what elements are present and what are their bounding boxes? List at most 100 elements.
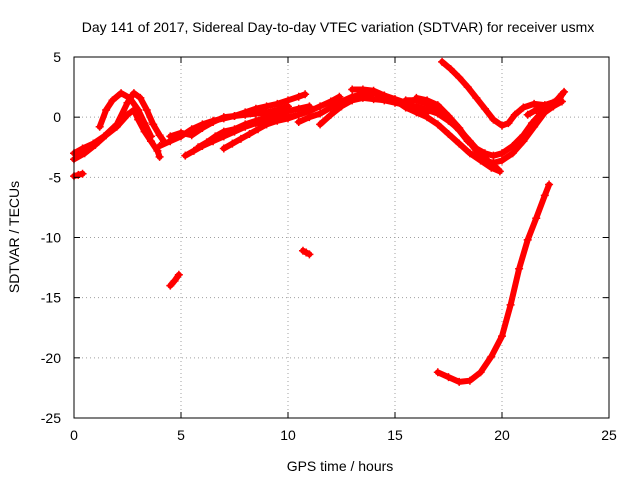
data-point (228, 139, 237, 148)
data-point (170, 276, 179, 285)
x-tick-label-15: 15 (387, 427, 403, 443)
data-point (358, 93, 367, 102)
data-point (149, 120, 158, 129)
data-point (380, 91, 389, 100)
data-point (444, 111, 453, 120)
data-point (348, 96, 357, 105)
data-point (305, 250, 314, 259)
data-point (155, 142, 164, 151)
data-point (78, 144, 87, 153)
y-tick-label-minus-20: -20 (41, 350, 61, 366)
data-point (230, 111, 239, 120)
data-point (273, 109, 282, 118)
data-point (504, 119, 513, 128)
data-point (506, 300, 515, 309)
data-point (536, 109, 545, 118)
data-point (209, 117, 218, 126)
data-point (134, 105, 143, 114)
data-point (202, 138, 211, 147)
x-axis-label: GPS time / hours (287, 458, 394, 474)
data-point (326, 103, 335, 112)
data-point (198, 142, 207, 151)
data-point (498, 121, 506, 130)
trace-arc-14 (413, 94, 565, 166)
data-point (487, 352, 496, 361)
data-point (480, 104, 489, 113)
data-point (555, 93, 564, 102)
data-point (102, 105, 111, 114)
data-point (423, 96, 432, 105)
data-point (142, 105, 151, 114)
data-point (166, 132, 175, 141)
trace-arc-03 (96, 90, 154, 140)
data-point (155, 152, 164, 161)
data-point (508, 142, 517, 151)
data-point (284, 107, 292, 116)
data-point (532, 214, 541, 223)
x-tick-label-0: 0 (70, 427, 78, 443)
data-point (134, 115, 143, 124)
data-point (136, 93, 145, 102)
x-tick-label-20: 20 (494, 427, 510, 443)
data-point (254, 125, 263, 134)
data-point (455, 377, 464, 386)
data-point (251, 104, 260, 113)
data-point (273, 116, 282, 125)
data-point (463, 83, 472, 92)
data-point (80, 149, 89, 158)
data-point (129, 89, 138, 98)
data-point (498, 156, 506, 165)
y-tick-label-minus-15: -15 (41, 290, 61, 306)
data-point (358, 85, 367, 94)
data-point (423, 113, 432, 122)
data-point (433, 101, 442, 110)
data-point (540, 191, 549, 200)
data-point (294, 110, 303, 119)
data-point (241, 108, 250, 117)
data-point (455, 73, 464, 82)
data-point (305, 113, 314, 122)
data-point (540, 103, 549, 112)
data-point (463, 136, 472, 145)
data-point (401, 103, 410, 112)
data-point (125, 93, 134, 102)
data-point (530, 99, 539, 108)
data-point (412, 108, 421, 117)
data-point (446, 65, 455, 74)
data-point (433, 368, 442, 377)
data-point (433, 120, 442, 129)
data-point (498, 332, 506, 341)
data-point (455, 123, 464, 132)
data-point (472, 146, 481, 155)
data-point (177, 128, 185, 137)
chart-title: Day 141 of 2017, Sidereal Day-to-day VTE… (82, 19, 595, 35)
data-point (472, 93, 481, 102)
x-tick-label-10: 10 (280, 427, 296, 443)
data-point (391, 96, 399, 105)
data-point (549, 98, 558, 107)
data-point (219, 144, 228, 153)
data-point (523, 110, 532, 119)
data-point (78, 169, 87, 178)
data-point (489, 115, 498, 124)
data-point (480, 156, 489, 165)
data-point (337, 102, 346, 111)
data-point (301, 90, 310, 99)
y-tick-label-0: 0 (53, 109, 61, 125)
y-tick-label-minus-10: -10 (41, 230, 61, 246)
data-point (519, 137, 528, 146)
x-axis: 0 5 10 15 20 25 (70, 57, 617, 443)
data-point (369, 95, 378, 104)
data-point (316, 120, 325, 129)
data-point (123, 98, 132, 107)
data-point (487, 163, 496, 172)
data-point (241, 120, 250, 129)
data-point (294, 117, 303, 126)
data-point (294, 92, 303, 101)
data-point (455, 139, 464, 148)
data-point (236, 134, 245, 143)
x-tick-label-25: 25 (601, 427, 617, 443)
data-point (284, 114, 292, 123)
data-point (95, 122, 104, 131)
data-point (187, 131, 196, 140)
